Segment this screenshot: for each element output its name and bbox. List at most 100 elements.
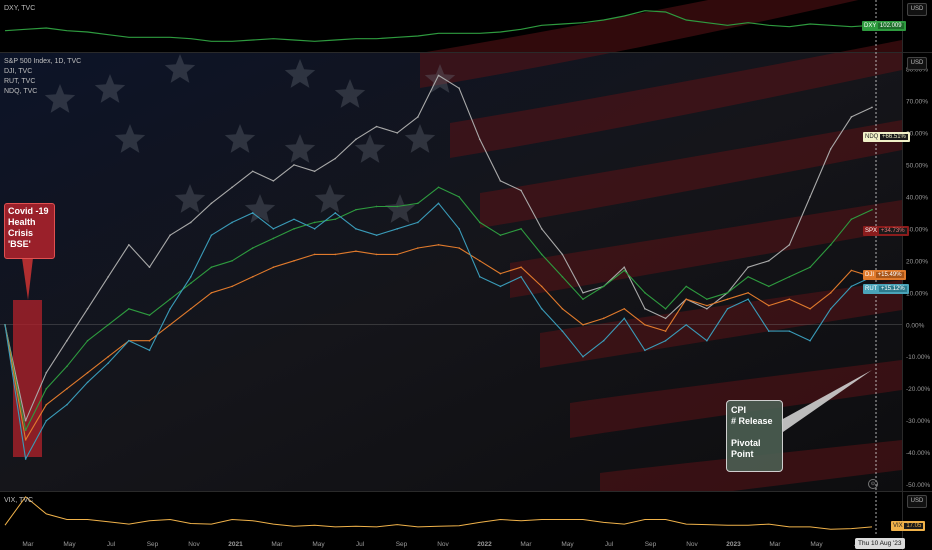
flag-stripe — [540, 280, 902, 368]
dxy-value-badge: DXY 102.009 — [862, 21, 906, 31]
data-point-spx — [478, 221, 481, 224]
legend-rut[interactable]: RUT, TVC — [4, 78, 36, 85]
data-point-ndq — [623, 266, 626, 269]
x-tick-label: Sep — [147, 541, 159, 548]
x-tick-label: 2023 — [726, 541, 741, 548]
covid-callout-arrow — [22, 258, 33, 300]
data-point-spx — [355, 208, 357, 211]
data-point-spx — [809, 266, 811, 269]
data-point-ndq — [66, 339, 68, 342]
data-point-ndq — [829, 148, 832, 150]
flag-star — [334, 79, 366, 108]
main-currency-button[interactable]: USD — [907, 57, 927, 70]
y-tick-label: 0.00% — [906, 322, 925, 329]
legend-dji[interactable]: DJI, TVC — [4, 68, 33, 75]
dxy-title[interactable]: DXY, TVC — [4, 5, 36, 12]
vix-currency-button[interactable]: USD — [907, 495, 927, 508]
data-point-dji — [437, 244, 440, 246]
data-point-dji — [747, 291, 749, 294]
data-point-dji — [375, 253, 378, 256]
data-point-ndq — [540, 228, 543, 230]
vix-title[interactable]: VIX, TVC — [4, 497, 34, 504]
x-tick-label: Mar — [22, 541, 34, 548]
dxy-currency-button[interactable]: USD — [907, 3, 927, 16]
vix-value-badge: VIX 17.05 — [891, 521, 926, 531]
cpi-annotation[interactable]: CPI # Release Pivotal Point — [726, 400, 783, 472]
legend-ndq[interactable]: NDQ, TVC — [4, 88, 38, 95]
x-tick-label: Jul — [356, 541, 365, 548]
data-point-rut — [45, 419, 48, 422]
spx-badge-value: +34.73% — [878, 228, 907, 234]
data-point-spx — [45, 387, 48, 390]
flag-star — [404, 124, 436, 153]
clock-icon[interactable]: ⊙ — [868, 479, 878, 489]
data-point-spx — [499, 234, 502, 237]
data-point-rut — [685, 323, 688, 326]
dxy-line[interactable] — [4, 10, 873, 42]
rut-badge-value: +15.12% — [878, 286, 907, 292]
data-point-rut — [664, 339, 667, 342]
vix-line[interactable] — [4, 496, 873, 530]
cpi-callout-arrow — [781, 370, 872, 432]
data-point-ndq — [520, 189, 522, 192]
data-point-rut — [644, 349, 646, 352]
data-point-ndq — [664, 317, 667, 320]
data-point-dji — [706, 304, 708, 307]
dji-badge-label: DJI — [865, 272, 874, 278]
data-point-dji — [540, 285, 543, 288]
data-point-ndq — [767, 260, 770, 262]
x-tick-label: Sep — [396, 541, 408, 548]
data-point-ndq — [706, 307, 708, 310]
data-point-spx — [871, 208, 873, 211]
data-point-ndq — [210, 202, 213, 205]
data-point-dji — [231, 285, 233, 288]
data-point-ndq — [458, 87, 460, 89]
covid-line-3: Crisis — [8, 228, 34, 238]
flag-stripe — [570, 360, 902, 438]
covid-annotation[interactable]: Covid -19 Health Crisis 'BSE' — [4, 203, 55, 259]
data-point-rut — [747, 298, 749, 300]
cpi-line-1: CPI — [731, 405, 747, 415]
dxy-badge-value: 102.009 — [877, 23, 904, 29]
y-tick-label: 30.00% — [906, 226, 928, 233]
legend-spx[interactable]: S&P 500 Index, 1D, TVC — [4, 58, 82, 65]
data-point-spx — [128, 307, 130, 310]
x-tick-label: Mar — [520, 541, 532, 548]
covid-line-4: 'BSE' — [8, 239, 31, 249]
data-point-spx — [169, 298, 171, 300]
spx-value-badge: SPX +34.73% — [863, 226, 909, 236]
data-point-dji — [189, 307, 192, 310]
flag-star — [284, 134, 316, 163]
data-point-rut — [520, 275, 522, 278]
data-point-rut — [107, 362, 110, 364]
x-tick-label: Nov — [188, 541, 200, 548]
rut-badge-label: RUT — [865, 286, 878, 292]
data-point-spx — [66, 365, 68, 368]
data-point-spx — [458, 196, 460, 198]
data-point-dji — [664, 330, 667, 332]
flag-star — [284, 59, 316, 88]
data-point-dji — [809, 307, 811, 310]
data-point-spx — [231, 260, 233, 262]
y-axis[interactable]: 80.00%70.00%60.00%50.00%40.00%30.00%20.0… — [906, 66, 930, 489]
data-point-dji — [417, 247, 419, 249]
data-point-rut — [66, 403, 68, 406]
data-point-ndq — [871, 106, 873, 109]
data-point-ndq — [437, 74, 440, 77]
data-point-ndq — [148, 266, 151, 269]
data-point-rut — [623, 317, 626, 320]
data-point-spx — [540, 253, 543, 256]
crosshair-date-label: Thu 10 Aug '23 — [855, 538, 905, 549]
data-point-ndq — [788, 244, 791, 246]
data-point-dji — [767, 304, 770, 307]
x-axis[interactable]: Mar May Jul Sep Nov 2021 Mar May Jul Sep Nov 2022 Ma… — [22, 541, 862, 548]
cpi-line-3 — [731, 427, 778, 438]
data-point-ndq — [251, 170, 254, 173]
data-point-dji — [66, 387, 68, 390]
covid-highlight-box[interactable] — [13, 300, 42, 457]
ndq-badge-label: NDQ — [865, 134, 879, 140]
data-point-dji — [45, 403, 48, 406]
data-point-dji — [107, 355, 110, 358]
spx-badge-label: SPX — [865, 228, 878, 234]
